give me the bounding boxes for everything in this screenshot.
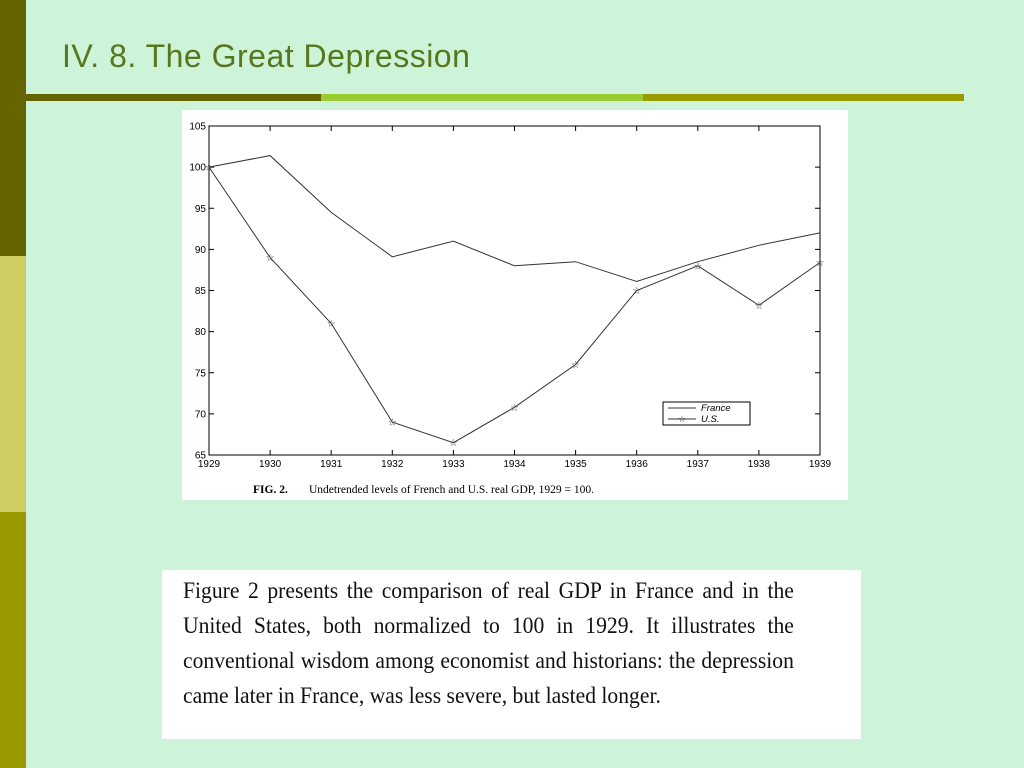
x-tick-label: 1930 bbox=[259, 459, 282, 470]
y-tick-label: 65 bbox=[195, 451, 207, 462]
x-tick-label: 1936 bbox=[626, 459, 649, 470]
y-tick-label: 105 bbox=[189, 122, 206, 133]
x-tick-label: 1937 bbox=[687, 459, 710, 470]
legend-label-france: France bbox=[701, 403, 731, 414]
data-point-us: ☆ bbox=[388, 418, 397, 429]
chart-legend: France ☆ U.S. bbox=[662, 401, 751, 426]
gdp-line-chart: 65 70 75 80 85 90 95 100 105 1929 1930 1931 1932 193… bbox=[189, 122, 832, 497]
quoted-text-panel: Figure 2 presents the comparison of real… bbox=[162, 570, 861, 739]
data-point-us: ☆ bbox=[816, 258, 825, 269]
explanatory-paragraph: Figure 2 presents the comparison of real… bbox=[183, 578, 794, 709]
title-rule-segment-dark bbox=[26, 94, 321, 101]
data-point-us: ☆ bbox=[754, 301, 763, 312]
x-tick-label: 1938 bbox=[748, 459, 771, 470]
legend-label-us: U.S. bbox=[701, 414, 719, 425]
x-axis: 1929 1930 1931 1932 1933 1934 1935 1936 1937 1938… bbox=[198, 126, 832, 470]
series-line-france bbox=[208, 155, 821, 283]
figure-caption-label: FIG. 2. bbox=[253, 484, 288, 496]
data-point-us: ☆ bbox=[510, 403, 519, 414]
x-tick-label: 1933 bbox=[442, 459, 465, 470]
y-tick-label: 75 bbox=[195, 368, 207, 379]
x-tick-label: 1929 bbox=[198, 459, 221, 470]
legend-star-marker-us: ☆ bbox=[678, 415, 686, 425]
y-tick-label: 85 bbox=[195, 286, 207, 297]
data-point-us: ☆ bbox=[205, 163, 214, 174]
y-axis: 65 70 75 80 85 90 95 100 105 bbox=[189, 122, 820, 462]
figure-panel: 65 70 75 80 85 90 95 100 105 1929 1930 1931 1932 193… bbox=[182, 110, 848, 500]
series-layer: ☆ ☆ ☆ ☆ ☆ ☆ ☆ ☆ ☆ ☆ ☆ bbox=[205, 155, 825, 449]
y-tick-label: 95 bbox=[195, 204, 207, 215]
y-tick-label: 100 bbox=[189, 163, 206, 174]
slide-title: IV. 8. The Great Depression bbox=[62, 38, 471, 74]
figure-caption-text: Undetrended levels of French and U.S. re… bbox=[309, 484, 594, 496]
x-tick-label: 1932 bbox=[381, 459, 404, 470]
x-tick-label: 1934 bbox=[503, 459, 526, 470]
title-rule-segment-olive bbox=[643, 94, 964, 101]
data-point-us: ☆ bbox=[327, 319, 336, 330]
sidebar-accent-bottom bbox=[0, 512, 26, 768]
y-tick-label: 90 bbox=[195, 245, 207, 256]
title-rule-segment-green bbox=[321, 94, 643, 101]
data-point-us: ☆ bbox=[449, 438, 458, 449]
y-tick-label: 80 bbox=[195, 327, 207, 338]
x-tick-label: 1931 bbox=[320, 459, 343, 470]
x-tick-label: 1939 bbox=[809, 459, 832, 470]
data-point-us: ☆ bbox=[693, 261, 702, 272]
data-point-us: ☆ bbox=[266, 253, 275, 264]
series-line-us bbox=[208, 166, 821, 444]
sidebar-accent-top bbox=[0, 0, 26, 256]
sidebar-accent-middle bbox=[0, 256, 26, 512]
y-tick-label: 70 bbox=[195, 409, 207, 420]
data-point-us: ☆ bbox=[632, 286, 641, 297]
data-point-us: ☆ bbox=[571, 360, 580, 371]
x-tick-label: 1935 bbox=[564, 459, 587, 470]
